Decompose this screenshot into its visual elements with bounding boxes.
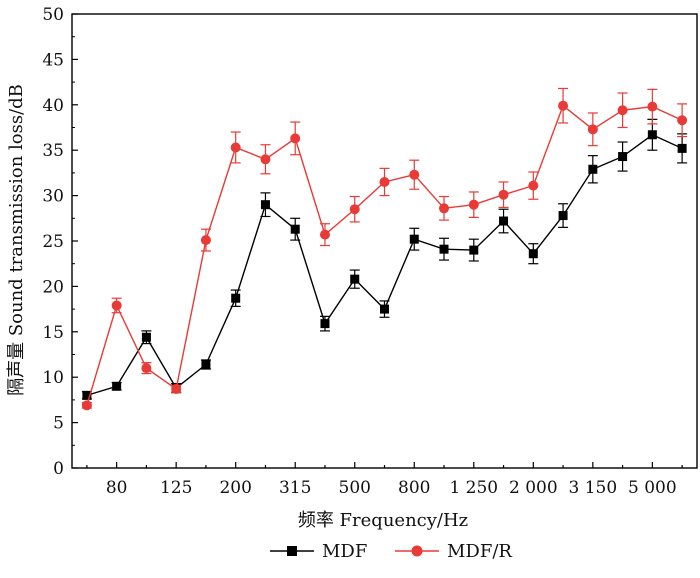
data-point: [200, 235, 211, 246]
data-point: [111, 300, 122, 311]
legend: MDF MDF/R: [270, 541, 512, 562]
data-point: [439, 244, 449, 254]
data-point: [349, 204, 360, 215]
data-point: [320, 319, 330, 329]
data-point: [588, 164, 598, 174]
series-layer: [81, 87, 688, 411]
y-tick-label: 15: [42, 323, 64, 343]
data-point: [498, 189, 509, 200]
legend-label: MDF: [322, 541, 367, 562]
y-tick-label: 10: [42, 368, 64, 388]
y-tick-label: 25: [42, 232, 64, 252]
x-axis: 80 125 200 315 500 800 1 250 2 000 3 150 5 000: [86, 462, 683, 498]
data-point: [677, 143, 687, 153]
data-point: [260, 154, 271, 165]
x-tick-label: 800: [398, 478, 430, 498]
data-point: [290, 133, 301, 144]
data-point: [260, 200, 270, 210]
x-tick-label: 500: [339, 478, 371, 498]
legend-circle-marker: [411, 545, 423, 557]
data-point: [82, 390, 92, 400]
x-tick-label: 125: [160, 478, 192, 498]
plot-area: [71, 13, 698, 469]
data-point: [81, 400, 92, 411]
data-point: [647, 130, 657, 140]
data-point: [409, 169, 420, 180]
y-tick-label: 0: [53, 459, 64, 479]
y-tick-label: 50: [42, 5, 64, 25]
data-point: [319, 229, 330, 240]
y-tick-label: 30: [42, 187, 64, 207]
data-point: [290, 224, 300, 234]
y-tick-label: 40: [42, 96, 64, 116]
legend-item: MDF: [270, 541, 367, 562]
data-point: [647, 101, 658, 112]
x-tick-label: 3 150: [568, 478, 617, 498]
data-point: [558, 100, 569, 111]
x-tick-label: 2 000: [509, 478, 558, 498]
y-tick-label: 20: [42, 277, 64, 297]
x-tick-label: 80: [106, 478, 128, 498]
x-tick-label: 5 000: [628, 478, 677, 498]
legend-label: MDF/R: [447, 541, 512, 562]
data-point: [201, 359, 211, 369]
legend-square-marker: [287, 546, 297, 556]
data-point: [439, 203, 450, 214]
data-point: [380, 304, 389, 314]
x-tick-label: 1 250: [449, 478, 498, 498]
y-tick-label: 45: [42, 50, 64, 70]
data-point: [468, 199, 479, 210]
data-point: [379, 176, 390, 187]
data-point: [171, 384, 182, 395]
data-point: [231, 293, 241, 303]
data-point: [409, 234, 419, 244]
data-point: [141, 363, 152, 374]
data-point: [558, 211, 568, 221]
data-point: [112, 381, 122, 391]
data-point: [141, 332, 151, 342]
x-tick-label: 315: [279, 478, 311, 498]
data-point: [469, 245, 479, 255]
plot-border: [71, 13, 698, 469]
y-axis-title: 隔声量 Sound transmission loss/dB: [6, 84, 27, 396]
y-axis: 0 5 10 15 20 25 30 35 40 45 50: [42, 5, 78, 479]
y-tick-label: 5: [53, 414, 64, 434]
x-axis-title: 频率 Frequency/Hz: [298, 510, 468, 531]
data-point: [587, 124, 598, 135]
x-tick-label: 200: [219, 478, 251, 498]
data-point: [617, 105, 628, 116]
legend-item: MDF/R: [395, 541, 512, 562]
y-tick-label: 35: [42, 141, 64, 161]
data-point: [528, 249, 538, 259]
data-point: [528, 180, 539, 191]
series-mdf-r: [81, 87, 688, 411]
data-point: [350, 274, 360, 284]
data-point: [677, 115, 688, 126]
data-point: [230, 142, 241, 153]
series-mdf: [81, 118, 688, 400]
series-line: [86, 104, 683, 406]
data-point: [499, 216, 509, 226]
data-point: [618, 152, 628, 162]
